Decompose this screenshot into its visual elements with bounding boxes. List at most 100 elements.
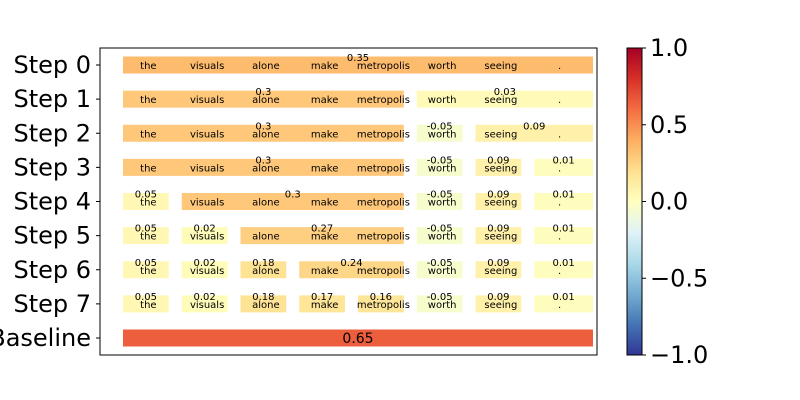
y-tick-label: Step 4 (13, 188, 91, 216)
colorbar-tick-label: 0.5 (650, 111, 688, 139)
attribution-bar (416, 193, 463, 210)
token-label: alone (252, 129, 280, 140)
token-label: alone (252, 163, 280, 174)
bar-value-label: 0.17 (311, 292, 333, 303)
token-label: worth (428, 129, 457, 140)
attribution-bar (416, 90, 593, 108)
token-label: alone (252, 300, 280, 311)
token-label: seeing (484, 266, 517, 277)
bar-value-label: 0.02 (193, 292, 215, 303)
bar-value-label: 0.05 (135, 190, 157, 201)
token-label: . (558, 266, 561, 277)
attribution-bar (534, 227, 593, 245)
token-label: the (140, 95, 156, 106)
token-label: the (140, 163, 156, 174)
bar-value-label: 0.35 (347, 53, 369, 64)
bar-value-label: -0.05 (427, 258, 453, 269)
attribution-bar (534, 295, 593, 313)
attribution-bar (123, 124, 404, 142)
token-label: alone (252, 198, 280, 209)
bar-value-label: -0.05 (427, 190, 453, 201)
token-label: worth (428, 163, 457, 174)
token-label: alone (252, 95, 280, 106)
token-label: . (558, 300, 561, 311)
attribution-bar (240, 227, 404, 245)
bar-value-label: 0.01 (552, 292, 574, 303)
attribution-bar (534, 261, 593, 279)
token-label: . (558, 95, 561, 106)
attribution-bar (123, 193, 169, 210)
bar-value-label: 0.18 (252, 292, 274, 303)
y-tick-label: Step 6 (13, 256, 91, 284)
bar-value-label: 0.3 (255, 121, 271, 132)
bar-value-label: 0.01 (552, 155, 574, 166)
y-tick-label: Step 7 (13, 290, 91, 318)
bar-value-label: 0.01 (552, 190, 574, 201)
attribution-bar (416, 227, 463, 245)
attribution-bar (299, 261, 404, 279)
y-tick-label: Step 2 (13, 119, 91, 147)
bar-value-label: 0.09 (487, 190, 509, 201)
token-label: visuals (190, 61, 224, 72)
token-label: visuals (190, 266, 224, 277)
token-label: seeing (484, 95, 517, 106)
token-label: metropolis (357, 129, 410, 140)
attribution-bar (123, 90, 404, 108)
bar-value-label: -0.05 (427, 292, 453, 303)
token-label: seeing (484, 61, 517, 72)
y-tick-label: Baseline (0, 324, 91, 352)
attribution-bar (534, 158, 593, 176)
token-label: seeing (484, 232, 517, 243)
token-label: make (311, 300, 338, 311)
token-label: the (140, 129, 156, 140)
attribution-bar (123, 295, 169, 313)
colorbar-tick-label: −1.0 (650, 341, 708, 369)
attribution-bar (475, 295, 522, 313)
token-label: worth (428, 61, 457, 72)
y-tick-label: Step 5 (13, 222, 91, 250)
token-label: alone (252, 61, 280, 72)
token-label: . (558, 129, 561, 140)
token-label: visuals (190, 232, 224, 243)
bar-value-label: -0.05 (427, 224, 453, 235)
bar-value-label: 0.3 (255, 87, 271, 98)
bar-value-label: 0.01 (552, 258, 574, 269)
token-label: worth (428, 266, 457, 277)
token-label: seeing (484, 129, 517, 140)
token-label: visuals (190, 129, 224, 140)
bar-value-label: 0.3 (255, 155, 271, 166)
token-label: . (558, 163, 561, 174)
token-label: worth (428, 198, 457, 209)
bar-value-label: 0.27 (311, 224, 333, 235)
token-label: seeing (484, 163, 517, 174)
token-label: seeing (484, 300, 517, 311)
token-label: make (311, 163, 338, 174)
bar-value-label: 0.16 (370, 292, 392, 303)
attribution-bar (299, 295, 345, 313)
attribution-bar (123, 158, 404, 176)
bar-value-label: 0.05 (135, 224, 157, 235)
colorbar-tick-label: 1.0 (650, 34, 688, 62)
token-label: make (311, 232, 338, 243)
attribution-bar (123, 56, 593, 74)
colorbar-gradient (626, 47, 643, 356)
colorbar: 1.0 0.5 0.0 −0.5 −1.0 (626, 34, 708, 369)
attribution-bar (240, 295, 287, 313)
token-label: metropolis (357, 300, 410, 311)
token-label: the (140, 300, 156, 311)
attribution-bar (416, 295, 463, 313)
token-label: the (140, 61, 156, 72)
attribution-bar (240, 261, 287, 279)
token-label: make (311, 95, 338, 106)
y-tick-label: Step 3 (13, 153, 91, 181)
token-label: . (558, 61, 561, 72)
token-label: . (558, 198, 561, 209)
token-label: the (140, 198, 156, 209)
attribution-bar (416, 261, 463, 279)
token-label: visuals (190, 95, 224, 106)
token-label: visuals (190, 300, 224, 311)
bar-value-label: 0.05 (135, 258, 157, 269)
bar-value-label: 0.09 (487, 224, 509, 235)
token-label: the (140, 266, 156, 277)
token-label: seeing (484, 198, 517, 209)
